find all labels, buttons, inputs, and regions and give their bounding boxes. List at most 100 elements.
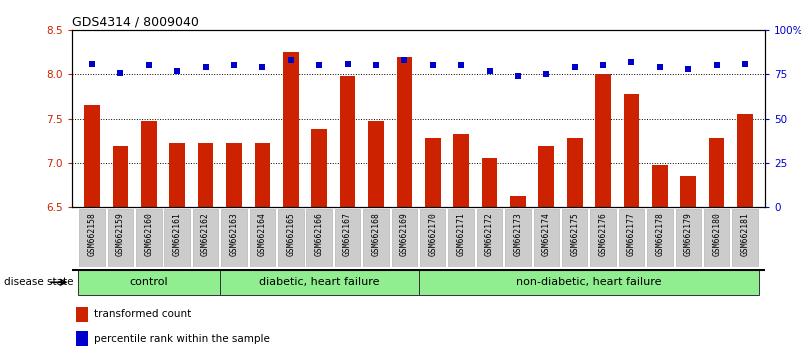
FancyBboxPatch shape [618,210,644,267]
FancyBboxPatch shape [449,210,474,267]
FancyBboxPatch shape [505,210,531,267]
Bar [283,52,299,207]
Point [568,64,581,70]
Text: diabetic, heart failure: diabetic, heart failure [259,277,380,287]
Point [512,73,525,79]
Text: GSM662159: GSM662159 [116,212,125,256]
Point [710,63,723,68]
FancyBboxPatch shape [363,210,388,267]
Text: GSM662162: GSM662162 [201,212,210,256]
Text: GSM662181: GSM662181 [741,212,750,256]
Point [341,61,354,67]
Text: GSM662171: GSM662171 [457,212,465,256]
Text: GSM662163: GSM662163 [229,212,239,256]
Point [312,63,325,68]
Text: GSM662164: GSM662164 [258,212,267,256]
Text: GSM662177: GSM662177 [627,212,636,256]
FancyBboxPatch shape [335,210,360,267]
Point [114,70,127,75]
Point [483,68,496,74]
Point [654,64,666,70]
Bar [510,196,525,207]
Point [426,63,439,68]
FancyBboxPatch shape [278,210,304,267]
Bar [538,146,554,207]
Bar [198,143,213,207]
Point [625,59,638,65]
Text: GSM662172: GSM662172 [485,212,494,256]
Text: transformed count: transformed count [95,309,191,320]
Text: GSM662178: GSM662178 [655,212,664,256]
Text: GSM662166: GSM662166 [315,212,324,256]
Point [86,61,99,67]
Bar [737,114,753,207]
Bar [255,143,270,207]
Text: GSM662161: GSM662161 [173,212,182,256]
Point [256,64,269,70]
FancyBboxPatch shape [79,210,105,267]
Bar [481,159,497,207]
Point [199,64,212,70]
Text: GSM662160: GSM662160 [144,212,153,256]
FancyBboxPatch shape [732,210,758,267]
Text: non-diabetic, heart failure: non-diabetic, heart failure [516,277,662,287]
Point [369,63,382,68]
Text: GSM662158: GSM662158 [87,212,96,256]
FancyBboxPatch shape [250,210,275,267]
Bar [75,307,88,322]
FancyBboxPatch shape [164,210,190,267]
Bar [624,94,639,207]
Bar [368,121,384,207]
Text: GSM662176: GSM662176 [598,212,608,256]
Point [171,68,183,74]
FancyBboxPatch shape [420,210,445,267]
Text: GSM662175: GSM662175 [570,212,579,256]
FancyBboxPatch shape [477,210,502,267]
Bar [681,176,696,207]
Text: GSM662174: GSM662174 [541,212,551,256]
Bar [652,166,668,207]
FancyBboxPatch shape [533,210,559,267]
Point [455,63,468,68]
Bar [226,143,242,207]
Bar [75,331,88,346]
Point [540,72,553,77]
Point [398,57,411,63]
Bar [595,74,611,207]
Text: GSM662180: GSM662180 [712,212,721,256]
Bar [709,138,724,207]
FancyBboxPatch shape [704,210,730,267]
FancyBboxPatch shape [221,210,247,267]
Point [284,57,297,63]
Bar [396,57,413,207]
Bar [453,134,469,207]
FancyBboxPatch shape [78,270,219,295]
Text: GDS4314 / 8009040: GDS4314 / 8009040 [72,16,199,29]
FancyBboxPatch shape [392,210,417,267]
Bar [425,138,441,207]
FancyBboxPatch shape [562,210,587,267]
Point [597,63,610,68]
FancyBboxPatch shape [306,210,332,267]
Bar [169,143,185,207]
Text: GSM662173: GSM662173 [513,212,522,256]
Text: GSM662179: GSM662179 [684,212,693,256]
FancyBboxPatch shape [193,210,219,267]
FancyBboxPatch shape [675,210,701,267]
Text: GSM662170: GSM662170 [429,212,437,256]
Bar [84,105,100,207]
Text: percentile rank within the sample: percentile rank within the sample [95,333,270,344]
Text: GSM662165: GSM662165 [286,212,296,256]
Text: disease state: disease state [4,277,74,287]
Point [682,66,694,72]
FancyBboxPatch shape [219,270,418,295]
Text: control: control [130,277,168,287]
Text: GSM662167: GSM662167 [343,212,352,256]
Text: GSM662169: GSM662169 [400,212,409,256]
Bar [567,138,582,207]
FancyBboxPatch shape [418,270,759,295]
FancyBboxPatch shape [590,210,616,267]
Bar [340,76,356,207]
FancyBboxPatch shape [136,210,162,267]
Point [739,61,751,67]
